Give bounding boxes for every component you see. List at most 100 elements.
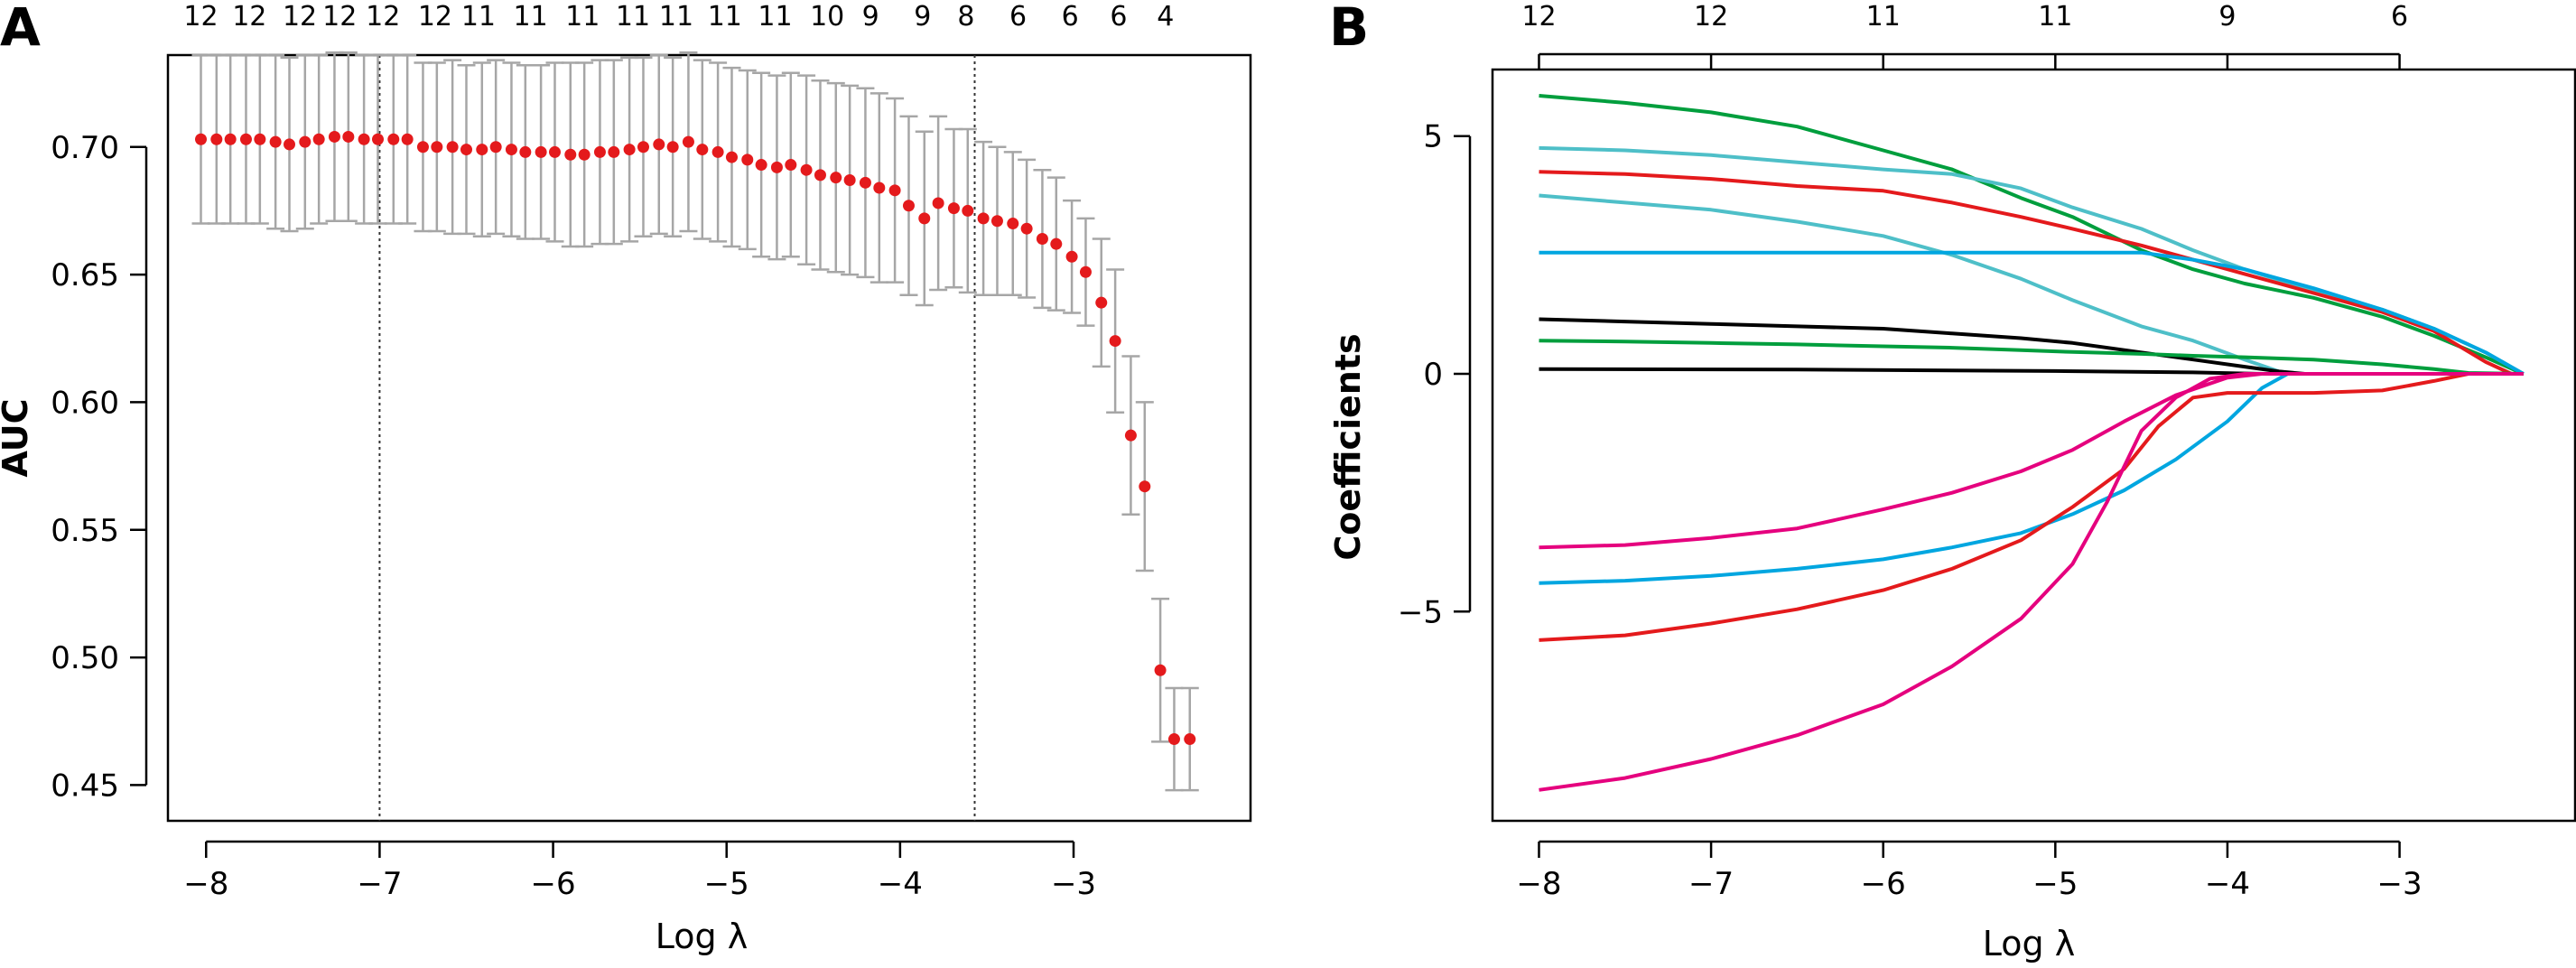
panel-a-x-tick-label: −6 bbox=[531, 866, 576, 902]
panel-b-coefficient-path bbox=[1539, 372, 2524, 642]
panel-a-top-count-label: 9 bbox=[914, 1, 931, 33]
panel-a-top-count-label: 6 bbox=[1110, 1, 1127, 33]
panel-a-letter: A bbox=[0, 0, 41, 58]
panel-a-point bbox=[1020, 222, 1033, 235]
panel-a-point bbox=[741, 154, 754, 166]
panel-b-x-axis-label: Log λ bbox=[1983, 924, 2075, 963]
panel-a-top-count-label: 12 bbox=[322, 1, 357, 33]
panel-a-reference-lines bbox=[378, 55, 976, 821]
panel-b-x-tick-label: −3 bbox=[2377, 866, 2423, 902]
panel-a-y-tick-label: 0.60 bbox=[51, 385, 119, 421]
panel-a-point bbox=[977, 212, 990, 225]
panel-b-x-tick-label: −6 bbox=[1861, 866, 1906, 902]
panel-a-point bbox=[1167, 733, 1180, 746]
panel-a-point bbox=[637, 141, 649, 154]
panel-a-point bbox=[564, 148, 577, 161]
panel-a: A 12 12 12 12 12 12 11 11 11 11 11 11 11 10 9 9 8 6 6 6 4 −8… bbox=[0, 0, 1252, 956]
panel-a-y-axis-label: AUC bbox=[0, 399, 35, 478]
panel-a-point bbox=[358, 133, 370, 145]
panel-a-point bbox=[224, 133, 237, 145]
panel-a-point bbox=[696, 144, 709, 156]
panel-a-point bbox=[1007, 218, 1019, 230]
panel-a-point bbox=[932, 197, 944, 209]
panel-a-x-axis: −8 −7 −6 −5 −4 −3 bbox=[183, 840, 1096, 902]
panel-a-point bbox=[535, 145, 547, 158]
panel-a-top-count-label: 11 bbox=[461, 1, 496, 33]
panel-a-point bbox=[489, 141, 502, 154]
panel-a-y-axis: 0.45 0.50 0.55 0.60 0.65 0.70 bbox=[51, 130, 148, 804]
panel-a-point bbox=[460, 144, 472, 156]
panel-a-point bbox=[711, 145, 724, 158]
panel-a-point bbox=[800, 163, 813, 176]
panel-a-point bbox=[328, 130, 340, 143]
panel-a-point bbox=[1139, 480, 1151, 493]
panel-b: B 12 12 11 11 9 6 −8 −7 −6 −5 −4 −3 −5 0 5 Log λ Coe… bbox=[1328, 0, 2576, 963]
panel-a-point bbox=[682, 135, 694, 148]
panel-b-y-axis: −5 0 5 bbox=[1398, 119, 1472, 630]
panel-a-point bbox=[1109, 335, 1121, 348]
panel-b-coefficient-path bbox=[1539, 372, 2524, 792]
panel-a-top-count-label: 12 bbox=[232, 1, 266, 33]
panel-a-point bbox=[446, 141, 459, 154]
panel-a-point bbox=[593, 145, 606, 158]
panel-a-top-count-label: 11 bbox=[708, 1, 742, 33]
panel-a-top-count-label: 11 bbox=[616, 1, 650, 33]
panel-a-point bbox=[962, 204, 974, 217]
panel-a-point bbox=[519, 145, 532, 158]
panel-b-y-tick-label: −5 bbox=[1398, 594, 1443, 630]
panel-a-point bbox=[1065, 250, 1078, 263]
panel-b-x-tick-label: −4 bbox=[2205, 866, 2250, 902]
panel-a-top-count-label: 12 bbox=[366, 1, 400, 33]
panel-a-points bbox=[195, 130, 1196, 746]
panel-a-point bbox=[814, 169, 826, 182]
panel-b-letter: B bbox=[1329, 0, 1369, 58]
panel-a-point bbox=[505, 144, 517, 156]
panel-b-top-count-label: 9 bbox=[2218, 1, 2236, 33]
panel-a-point bbox=[666, 141, 679, 154]
panel-a-point bbox=[1095, 296, 1108, 309]
panel-a-point bbox=[476, 144, 488, 156]
panel-b-plot-frame bbox=[1491, 68, 2576, 823]
panel-a-top-count-label: 6 bbox=[1062, 1, 1079, 33]
panel-a-point bbox=[653, 138, 665, 151]
panel-b-coefficient-path bbox=[1539, 250, 2525, 376]
panel-a-point bbox=[1050, 237, 1063, 250]
panel-a-point bbox=[859, 176, 871, 189]
panel-a-top-count-label: 8 bbox=[957, 1, 974, 33]
panel-a-point bbox=[1154, 664, 1167, 676]
panel-b-x-axis: −8 −7 −6 −5 −4 −3 bbox=[1516, 840, 2423, 902]
panel-a-point bbox=[725, 151, 738, 163]
panel-b-top-count-label: 11 bbox=[2038, 1, 2072, 33]
panel-a-point bbox=[947, 202, 960, 215]
panel-a-top-count-label: 10 bbox=[810, 1, 844, 33]
panel-a-top-count-label: 11 bbox=[513, 1, 547, 33]
panel-a-top-count-label: 4 bbox=[1157, 1, 1174, 33]
panel-a-top-count-label: 9 bbox=[862, 1, 879, 33]
panel-a-top-count-label: 6 bbox=[1009, 1, 1027, 33]
panel-b-coefficient-path bbox=[1539, 372, 2524, 585]
panel-a-point bbox=[888, 184, 901, 197]
panel-b-top-axis: 12 12 11 11 9 6 bbox=[1521, 1, 2408, 70]
panel-a-point bbox=[608, 145, 620, 158]
panel-a-point bbox=[785, 159, 797, 172]
panel-a-x-tick-label: −8 bbox=[183, 866, 228, 902]
panel-b-top-count-label: 11 bbox=[1866, 1, 1901, 33]
panel-a-top-count-label: 11 bbox=[758, 1, 792, 33]
panel-a-point bbox=[770, 161, 783, 173]
panel-a-point bbox=[578, 148, 591, 161]
panel-b-x-tick-label: −7 bbox=[1688, 866, 1734, 902]
panel-a-point bbox=[342, 130, 355, 143]
panel-a-point bbox=[1079, 265, 1092, 278]
panel-a-top-count-label: 12 bbox=[183, 1, 218, 33]
panel-a-point bbox=[990, 215, 1003, 228]
panel-b-coefficient-path bbox=[1539, 372, 2524, 550]
panel-a-y-tick-label: 0.70 bbox=[51, 130, 119, 166]
panel-b-coefficient-paths bbox=[1539, 94, 2525, 792]
panel-b-x-tick-label: −5 bbox=[2032, 866, 2078, 902]
panel-b-coefficient-path bbox=[1539, 94, 2525, 376]
panel-a-point bbox=[830, 172, 842, 184]
panel-a-point bbox=[623, 144, 636, 156]
panel-a-point bbox=[195, 133, 208, 145]
panel-a-y-tick-label: 0.65 bbox=[51, 257, 119, 293]
